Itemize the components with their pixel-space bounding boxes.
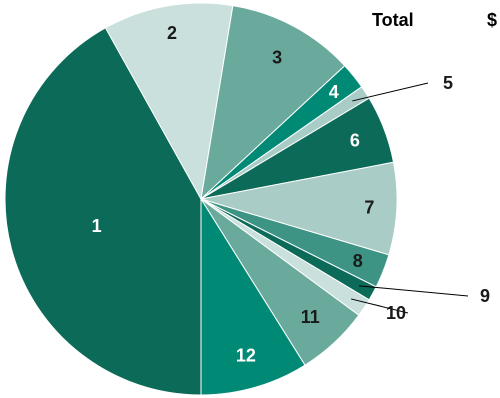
pie-slice-1	[4, 27, 202, 396]
pie-slice-3	[200, 5, 346, 201]
leader-line-9	[358, 285, 469, 297]
slice-label-9: 9	[480, 286, 490, 306]
leader-line-10	[350, 298, 409, 314]
pie-slices	[4, 2, 398, 396]
leader-line-5	[352, 82, 429, 102]
slice-label-3: 3	[272, 47, 282, 67]
slice-label-6: 6	[350, 130, 360, 150]
slice-label-5: 5	[443, 73, 453, 93]
slice-label-10: 10	[386, 303, 406, 323]
slice-label-8: 8	[353, 251, 363, 271]
slice-label-11: 11	[301, 307, 320, 327]
slice-label-2: 2	[167, 23, 177, 43]
slice-label-4: 4	[329, 82, 339, 102]
leader-lines	[350, 82, 469, 314]
pie-slice-2	[104, 2, 234, 201]
total-label: Total	[372, 10, 414, 30]
slice-label-12: 12	[236, 345, 256, 365]
slice-label-7: 7	[364, 197, 374, 217]
pie-slice-12	[200, 197, 306, 396]
pie-slice-7	[200, 161, 398, 256]
slice-label-1: 1	[92, 216, 102, 236]
total-value: $	[487, 10, 497, 30]
